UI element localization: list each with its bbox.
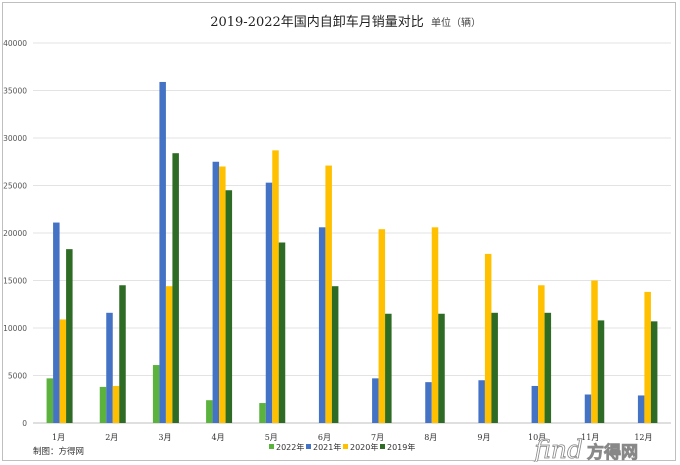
bar-2019年-7月 xyxy=(385,313,392,423)
y-tick-label: 30000 xyxy=(3,134,27,143)
x-category-label: 10月 xyxy=(528,433,546,442)
x-axis-categories: 1月 2月 3月 4月 5月 6月 7月 8月 9月 10月 11月 12月 xyxy=(52,433,652,442)
x-category-label: 11月 xyxy=(581,433,599,442)
x-category-label: 3月 xyxy=(158,433,171,442)
bar-2020年-11月 xyxy=(591,280,598,423)
legend-swatch xyxy=(306,444,311,449)
bar-2021年-10月 xyxy=(531,385,539,423)
bar-2022年-3月 xyxy=(152,365,160,423)
bar-2022年-4月 xyxy=(206,400,213,423)
bar-2019年-8月 xyxy=(438,313,445,423)
bar-2019年-6月 xyxy=(331,286,339,423)
x-category-label: 5月 xyxy=(265,433,278,442)
y-tick-label: 10000 xyxy=(3,324,27,333)
bar-2020年-3月 xyxy=(165,286,173,423)
x-category-label: 4月 xyxy=(212,433,225,442)
bar-2021年-8月 xyxy=(425,382,432,423)
y-tick-label: 5000 xyxy=(8,372,27,381)
bar-2021年-4月 xyxy=(212,161,220,423)
legend-swatch xyxy=(343,444,348,449)
bar-2022年-2月 xyxy=(99,386,107,423)
bar-2020年-9月 xyxy=(484,253,492,423)
bar-2019年-4月 xyxy=(225,190,233,423)
legend-label: 2019年 xyxy=(387,442,415,452)
legend-label: 2021年 xyxy=(313,442,341,452)
unit-label: 单位（辆） xyxy=(431,16,481,29)
bar-2019年-5月 xyxy=(278,242,286,423)
bar-2020年-2月 xyxy=(112,385,120,423)
legend-swatch xyxy=(269,444,274,449)
bar-2020年-8月 xyxy=(431,227,439,423)
x-category-label: 7月 xyxy=(371,433,384,442)
bar-2019年-1月 xyxy=(66,249,73,423)
bar-2019年-2月 xyxy=(119,285,126,423)
bar-2021年-5月 xyxy=(265,182,273,423)
bar-2019年-10月 xyxy=(544,312,552,423)
legend-label: 2022年 xyxy=(276,442,304,452)
legend-label: 2020年 xyxy=(350,442,378,452)
chart-title: 2019-2022年国内自卸车月销量对比 xyxy=(210,14,424,30)
y-tick-label: 0 xyxy=(22,419,27,428)
x-category-label: 12月 xyxy=(634,433,652,442)
bars xyxy=(46,81,658,424)
chart-svg: 2019-2022年国内自卸车月销量对比 单位（辆） 0 5000 10000 150… xyxy=(3,14,671,462)
y-tick-label: 40000 xyxy=(3,39,27,48)
legend-swatch xyxy=(380,444,385,449)
gridlines xyxy=(33,42,671,424)
legend: 2022年 2021年 2020年 2019年 xyxy=(269,442,415,452)
bar-2020年-5月 xyxy=(272,150,279,423)
y-tick-label: 20000 xyxy=(3,229,27,238)
y-tick-label: 15000 xyxy=(3,277,27,286)
bar-2020年-1月 xyxy=(59,319,67,423)
x-category-label: 8月 xyxy=(424,433,437,442)
x-category-label: 2月 xyxy=(105,433,118,442)
bar-2020年-6月 xyxy=(325,165,332,424)
bar-2022年-5月 xyxy=(259,403,266,423)
bar-2021年-1月 xyxy=(53,222,60,423)
x-category-label: 9月 xyxy=(477,433,490,442)
bar-2021年-3月 xyxy=(159,81,166,423)
x-category-label: 6月 xyxy=(318,433,331,442)
bar-2019年-12月 xyxy=(650,321,658,423)
watermark-logo: find 方得网 xyxy=(532,435,639,462)
bar-2020年-7月 xyxy=(378,229,386,423)
watermark-chinese: 方得网 xyxy=(587,442,638,462)
watermark-latin: find xyxy=(532,435,583,462)
bar-2021年-12月 xyxy=(637,395,645,423)
y-axis-ticks: 0 5000 10000 15000 20000 25000 30000 35000 40000 xyxy=(3,39,27,428)
bar-2019年-9月 xyxy=(491,312,498,423)
x-category-label: 1月 xyxy=(52,433,65,442)
bar-2021年-6月 xyxy=(318,227,326,423)
bar-2019年-3月 xyxy=(172,153,179,423)
y-tick-label: 35000 xyxy=(3,87,27,96)
bar-2019年-11月 xyxy=(597,320,605,423)
bar-2020年-12月 xyxy=(644,291,651,423)
bar-2020年-10月 xyxy=(538,285,545,423)
bar-2020年-4月 xyxy=(219,166,226,423)
bar-2021年-11月 xyxy=(584,394,592,423)
credit-text: 制图：方得网 xyxy=(33,446,84,457)
bar-2021年-2月 xyxy=(106,312,113,423)
bar-2021年-7月 xyxy=(372,378,379,423)
bar-2021年-9月 xyxy=(478,380,485,423)
bar-2022年-1月 xyxy=(46,378,54,423)
y-tick-label: 25000 xyxy=(3,182,27,191)
